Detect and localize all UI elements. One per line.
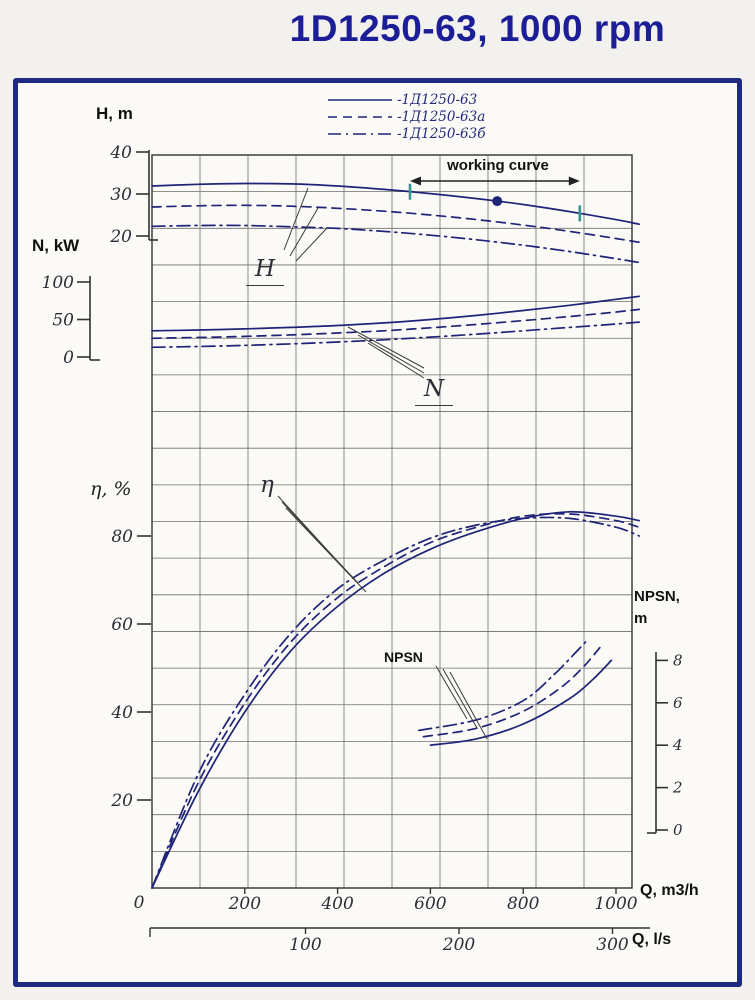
curve-H-solid [151,182,641,226]
curve-eta-dashdot [151,516,641,889]
curve-npsn-dashed [422,646,601,738]
q-tick-label: 800 [507,894,540,914]
curve-N-dashed [151,308,641,340]
npsn-tick-label: 8 [673,651,683,669]
eta-curves-label: η [260,472,274,498]
plot-border [151,154,633,889]
grid [151,154,633,889]
working-curve-label: working curve [447,157,549,174]
eta-tick-label: 20 [110,791,133,811]
n-tick-label: 50 [52,311,74,331]
legend-label-dashdot: -1Д1250-63б [397,126,486,142]
curve-npsn-dashdot [417,638,590,732]
npsn-tick-label: 2 [672,779,683,797]
q-ls-tick-label: 300 [596,935,629,955]
page-title: 1D1250-63, 1000 rpm [289,8,666,49]
legend-label-dashed: -1Д1250-63а [397,109,486,125]
q-tick-label: 1000 [594,894,637,914]
curve-eta-dashed [151,512,641,889]
npsn-tick-label: 4 [672,736,683,754]
npsn-axis [647,652,668,834]
eta-tick-label: 80 [111,527,133,547]
eta-axis-title: η, % [90,478,132,500]
npsn-curves-label: NPSN [384,649,423,665]
h-tick-label: 30 [110,185,132,205]
q-tick-label: 600 [414,894,447,914]
legend-label-solid: -1Д1250-63 [397,92,478,108]
q-ls-axis [149,927,650,937]
h-curves-label: H [246,238,285,286]
working-curve-arrow [409,176,580,186]
annotation-leader-lines [277,187,488,740]
npsn-axis-title: NPSN, m [634,588,680,627]
h-tick-label: 40 [109,143,132,163]
n-curves-label: N [415,358,454,406]
q-tick-label: 400 [320,894,354,914]
curve-npsn-solid [429,659,613,747]
curve-N-dashdot [151,321,641,349]
n-tick-label: 0 [63,348,74,368]
q-ls-tick-label: 100 [289,935,322,955]
curve-H-dashed [151,204,641,244]
duty-point-marker [492,196,503,207]
q-tick-label: 0 [134,893,145,913]
h-axis-title: H, m [96,104,133,123]
eta-axis [137,535,151,801]
n-curves-label-text: N [415,376,454,406]
chart-frame [13,78,742,987]
n-axis-title: N, kW [32,236,80,255]
q-m3h-axis [244,888,617,894]
h-tick-label: 20 [109,227,132,247]
eta-tick-label: 60 [111,615,133,635]
n-tick-label: 100 [42,273,75,293]
curve-N-solid [151,295,641,332]
q-ls-tick-label: 200 [442,935,476,955]
q-m3h-axis-title: Q, m3/h [640,882,699,899]
h-axis [136,150,158,241]
curve-eta-solid [151,510,641,889]
q-ls-axis-title: Q, l/s [632,931,672,948]
n-axis [77,276,100,361]
h-curves-label-text: H [246,256,285,286]
curve-H-dashdot [151,224,641,264]
npsn-tick-label: 0 [673,821,683,839]
q-tick-label: 200 [228,894,262,914]
eta-tick-label: 40 [110,703,133,723]
npsn-tick-label: 6 [673,694,683,712]
